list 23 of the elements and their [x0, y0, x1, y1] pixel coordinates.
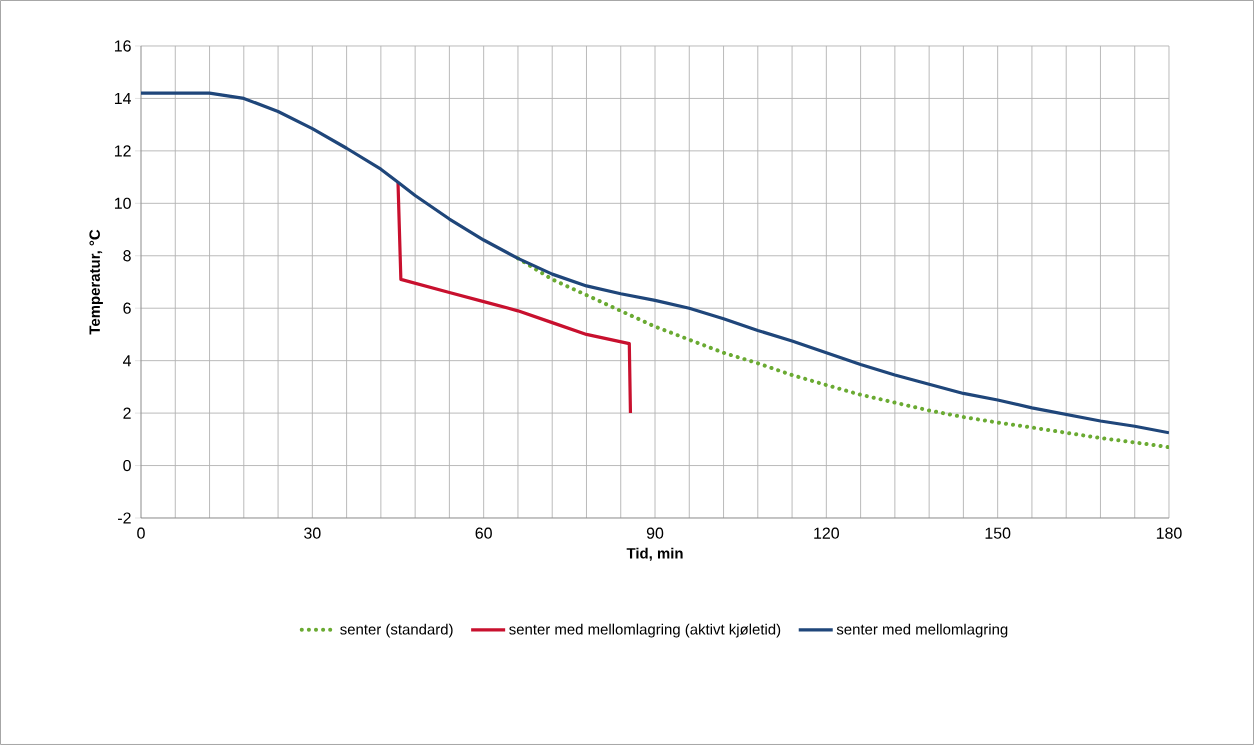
y-tick-label: 6: [123, 302, 131, 314]
x-tick-label: 30: [304, 527, 321, 539]
y-tick-label: 2: [123, 407, 131, 419]
legend-label: senter (standard): [340, 623, 453, 638]
x-tick-label: 120: [814, 527, 839, 539]
y-tick-label: 0: [123, 459, 131, 472]
x-tick-label: 90: [646, 527, 664, 539]
x-tick-label: 60: [475, 527, 492, 539]
y-tick-label: 8: [123, 250, 131, 262]
x-tick-label: 180: [1156, 527, 1182, 539]
y-tick-label: 10: [114, 197, 131, 209]
y-tick-label: -2: [118, 512, 131, 524]
x-tick-label: 150: [985, 527, 1011, 539]
legend-label: senter med mellomlagring: [836, 623, 1008, 638]
y-tick-label: 4: [122, 355, 132, 367]
line-series: [396, 180, 633, 415]
y-axis-title: Temperatur, °C: [89, 229, 103, 335]
x-axis-title: Tid, min: [626, 547, 683, 561]
y-tick-label: 12: [114, 145, 131, 157]
y-tick-label: 14: [114, 92, 132, 104]
legend-label: senter med mellomlagring (aktivt kjøletid): [509, 623, 781, 638]
x-tick-label: 0: [137, 527, 145, 539]
y-tick-label: 16: [114, 40, 131, 52]
